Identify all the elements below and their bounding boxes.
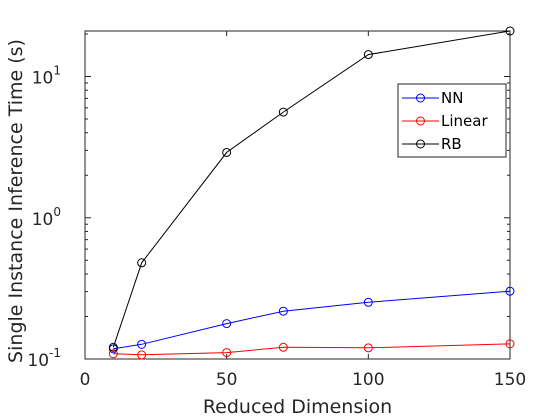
data-point-rb [137,258,147,268]
y-tick-base: 10 [27,351,49,371]
data-point-rb [363,50,373,60]
y-tick-label: 101 [32,64,61,89]
data-point-linear [137,350,147,360]
series-layer [108,26,515,360]
data-point-linear [278,342,288,352]
legend-label-rb: RB [441,135,462,153]
x-tick-label: 50 [216,370,238,390]
legend-label-linear: Linear [441,112,488,130]
data-point-rb [222,147,232,157]
data-point-nn [222,319,232,329]
x-tick-label: 0 [80,370,91,390]
legend-label-nn: NN [441,89,463,107]
data-point-linear [108,349,118,359]
series-line-nn [113,290,511,350]
y-tick-exponent: 0 [53,205,61,219]
legend-marker-nn [416,93,425,103]
legend: NN Linear RB [397,83,507,158]
legend-marker-rb [416,139,425,149]
data-point-nn [137,339,147,349]
legend-marker-linear [416,116,425,126]
y-tick-label: 100 [32,205,61,230]
x-tick-label: 100 [352,370,384,390]
y-tick-base: 10 [32,210,54,230]
data-point-rb [108,342,118,352]
data-point-nn [278,306,288,316]
y-tick-exponent: -1 [49,346,61,360]
y-axis-label: Single Instance Inference Time (s) [5,39,27,363]
data-point-rb [505,26,515,36]
x-axis-label: Reduced Dimension [203,396,392,418]
y-tick-exponent: 1 [53,64,61,78]
data-point-nn [363,297,373,307]
x-tick-label: 150 [494,370,526,390]
y-tick-label: 10-1 [27,346,61,371]
data-point-linear [363,343,373,353]
series-line-rb [112,30,511,348]
data-point-linear [505,339,515,349]
plot-area [84,30,511,360]
series-line-linear [113,343,511,356]
data-point-linear [222,348,232,358]
data-point-nn [505,286,515,296]
data-point-rb [278,107,288,117]
y-tick-base: 10 [32,69,54,89]
